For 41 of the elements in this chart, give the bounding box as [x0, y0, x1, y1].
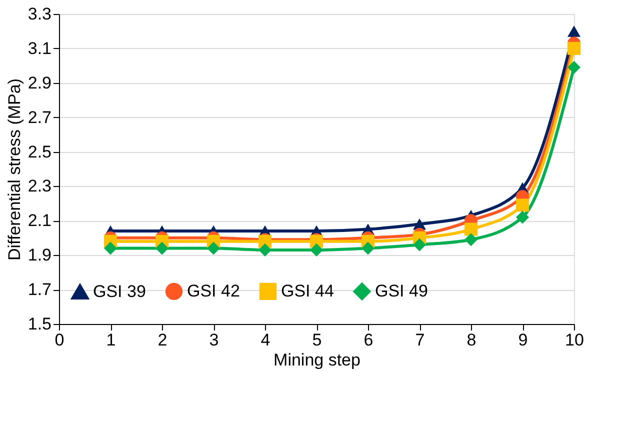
x-tick-label: 2 [158, 330, 168, 350]
x-tick-label: 4 [260, 330, 270, 350]
point [361, 242, 375, 255]
y-tick-label: 1.7 [28, 280, 52, 300]
point [516, 210, 530, 224]
x-tick-label: 7 [415, 330, 425, 350]
x-tick-label: 8 [466, 330, 476, 350]
legend-label: GSI 39 [93, 282, 146, 301]
x-tick-label: 1 [106, 330, 116, 350]
y-tick-label: 2.9 [28, 73, 52, 92]
legend-label: GSI 42 [187, 281, 240, 300]
legend-label: GSI 44 [281, 281, 334, 300]
y-tick-label: 2.3 [28, 176, 52, 196]
point [567, 42, 581, 55]
x-axis-title: Mining step [274, 350, 360, 370]
point [464, 233, 478, 246]
y-tick-label: 2.5 [28, 142, 52, 162]
x-tick-label: 10 [565, 330, 584, 350]
point [104, 242, 118, 255]
y-tick-label: 3.3 [28, 4, 52, 24]
x-tick-label: 0 [54, 330, 64, 350]
y-tick-label: 1.9 [28, 246, 52, 265]
y-tick-label: 2.1 [28, 211, 52, 230]
point [206, 242, 220, 255]
point [258, 243, 272, 256]
y-tick-label: 3.1 [28, 38, 52, 58]
x-tick-label: 9 [518, 330, 528, 350]
point [310, 243, 324, 256]
point [412, 238, 426, 252]
y-tick-label: 1.5 [28, 314, 52, 334]
point [567, 26, 581, 37]
legend-label: GSI 49 [375, 281, 428, 300]
y-axis-title: Differential stress (MPa) [4, 78, 24, 261]
y-tick-label: 2.7 [28, 108, 52, 127]
point [567, 60, 581, 74]
x-tick-label: 5 [312, 330, 322, 350]
x-tick-label: 6 [364, 330, 374, 350]
point [155, 242, 169, 255]
x-tick-label: 3 [209, 330, 219, 350]
point [516, 198, 530, 212]
point [464, 222, 478, 236]
